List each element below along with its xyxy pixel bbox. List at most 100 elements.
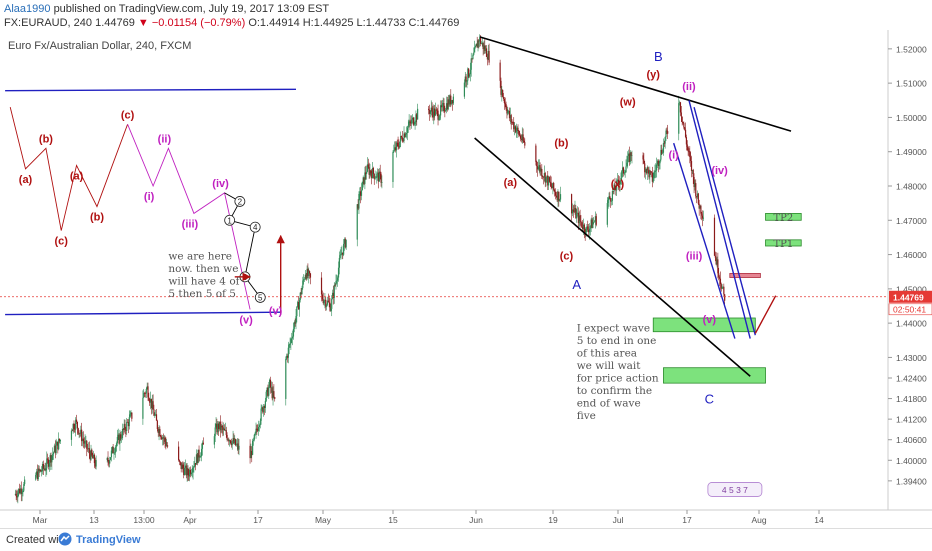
candle-body bbox=[227, 439, 229, 441]
candle-body bbox=[653, 171, 655, 178]
candle-body bbox=[357, 204, 359, 209]
wave-label: A bbox=[572, 277, 581, 292]
candle-body bbox=[542, 176, 544, 178]
zone-resistance bbox=[729, 273, 761, 278]
candle-body bbox=[379, 171, 381, 174]
candle-body bbox=[229, 440, 232, 444]
time-tick-label: Apr bbox=[183, 515, 196, 525]
candle-body bbox=[331, 298, 333, 309]
candle-body bbox=[230, 443, 232, 446]
candle-body bbox=[540, 168, 542, 172]
candle-body bbox=[151, 401, 153, 408]
candle-body bbox=[661, 149, 663, 154]
trendline-blue bbox=[5, 311, 281, 316]
candle-body bbox=[371, 173, 373, 179]
tradingview-brand[interactable]: TradingView bbox=[76, 534, 141, 546]
annotation-line: for price action bbox=[577, 373, 659, 385]
candle-body bbox=[514, 126, 517, 133]
candle-body bbox=[200, 456, 202, 458]
candle-body bbox=[148, 397, 150, 401]
candle-body bbox=[594, 216, 597, 222]
candle-body bbox=[47, 459, 50, 467]
candle-body bbox=[399, 141, 401, 148]
wave-label: (a) bbox=[19, 174, 33, 186]
candle-body bbox=[607, 200, 609, 204]
candle-body bbox=[398, 146, 400, 148]
candle-body bbox=[52, 453, 54, 456]
wave-label: (iii) bbox=[686, 251, 703, 263]
circled-wave-marker bbox=[224, 214, 236, 226]
wave-label: (v) bbox=[703, 314, 717, 326]
candle-body bbox=[698, 203, 700, 209]
candle-body bbox=[50, 455, 52, 463]
zone-zone-b bbox=[663, 367, 766, 384]
candle-body bbox=[513, 122, 515, 130]
candle-body bbox=[363, 177, 365, 184]
candle-body bbox=[188, 475, 190, 477]
candle-body bbox=[649, 171, 651, 178]
candle-body bbox=[623, 172, 625, 174]
author-link[interactable]: Alaa1990 bbox=[4, 3, 51, 15]
candle-body bbox=[415, 114, 417, 123]
price-tick-label: 1.49000 bbox=[896, 147, 927, 157]
candle-body bbox=[74, 429, 76, 430]
candle-body bbox=[519, 135, 522, 139]
wave-label: (c) bbox=[55, 236, 69, 248]
candle-body bbox=[45, 468, 47, 471]
candle-body bbox=[88, 448, 90, 454]
candle-body bbox=[265, 391, 267, 401]
candle-body bbox=[690, 161, 693, 171]
wave-label: (ii) bbox=[682, 81, 696, 93]
candle-body bbox=[644, 163, 646, 173]
candle-body bbox=[235, 444, 238, 446]
candle-body bbox=[127, 422, 130, 427]
price-tick-label: 1.52000 bbox=[896, 44, 927, 54]
candle-body bbox=[579, 215, 581, 221]
wave-label: C bbox=[705, 392, 714, 407]
trendline-black bbox=[479, 36, 792, 132]
tradingview-logo-icon bbox=[58, 532, 72, 546]
time-tick-label: May bbox=[315, 515, 332, 525]
candle-body bbox=[122, 428, 124, 430]
candle-body bbox=[577, 212, 579, 224]
candle-body bbox=[535, 145, 537, 162]
candle-body bbox=[616, 180, 618, 191]
candle-body bbox=[130, 412, 132, 415]
candle-body bbox=[644, 169, 647, 173]
candle-body bbox=[557, 191, 559, 201]
candle-body bbox=[679, 102, 682, 113]
candle-body bbox=[336, 280, 338, 282]
time-tick-label: 15 bbox=[388, 515, 398, 525]
candle-body bbox=[126, 421, 129, 423]
candle-body bbox=[689, 152, 691, 158]
candle-body bbox=[571, 209, 574, 214]
candle-body bbox=[301, 287, 303, 295]
wave-label: (b) bbox=[554, 138, 568, 150]
candle-body bbox=[296, 306, 298, 317]
candle-body bbox=[87, 448, 90, 449]
wave-label: (c) bbox=[121, 109, 135, 121]
candle-body bbox=[468, 68, 470, 77]
price-tick-label: 1.47000 bbox=[896, 216, 927, 226]
candle-body bbox=[192, 467, 194, 473]
candle-body bbox=[688, 151, 690, 153]
candle-body bbox=[322, 299, 324, 304]
candle-body bbox=[42, 463, 44, 469]
candle-body bbox=[538, 165, 540, 167]
candle-body bbox=[405, 132, 408, 135]
candle-body bbox=[692, 169, 694, 177]
candle-body bbox=[339, 255, 341, 258]
candle-body bbox=[71, 430, 73, 432]
candle-body bbox=[257, 429, 259, 431]
candle-body bbox=[304, 274, 306, 279]
candle-body bbox=[219, 421, 221, 431]
candle-body bbox=[522, 134, 524, 141]
candle-body bbox=[378, 171, 380, 182]
chart-canvas[interactable]: TP2 TP1 (a) (b) (c) (a) (b) (c) (i) (ii) (iii) (iv)… bbox=[0, 30, 932, 528]
candle-body bbox=[413, 123, 415, 125]
candle-body bbox=[229, 440, 231, 442]
candle-body bbox=[252, 440, 254, 455]
candle-body bbox=[234, 439, 236, 444]
candle-body bbox=[400, 135, 403, 138]
candle-body bbox=[223, 428, 225, 431]
